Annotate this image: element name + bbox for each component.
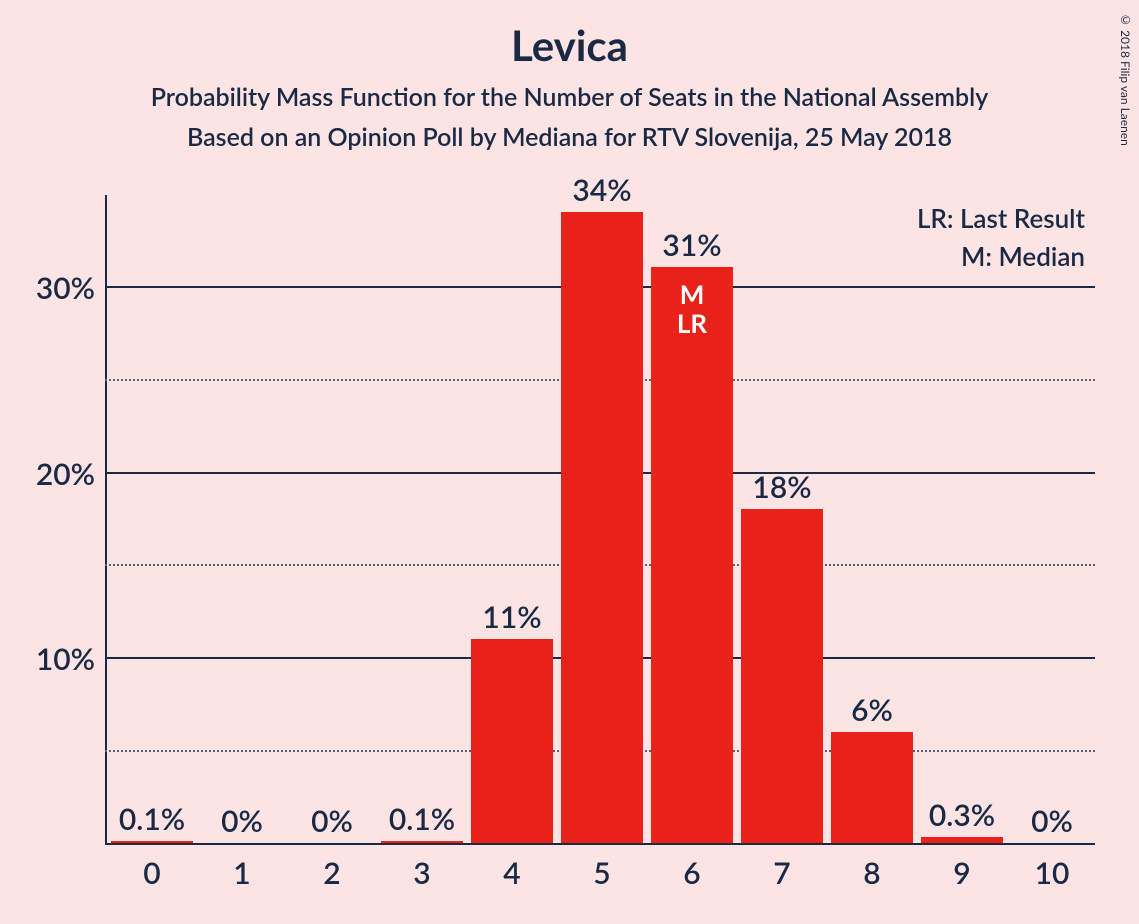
y-tick-label: 30%: [5, 270, 95, 306]
x-tick-label: 10: [1011, 855, 1093, 891]
x-tick-label: 4: [471, 855, 553, 891]
bar-value-label: 18%: [737, 469, 827, 505]
bar-value-label: 11%: [467, 599, 557, 635]
bar-value-label: 6%: [827, 692, 917, 728]
copyright-text: © 2018 Filip van Laenen: [1118, 12, 1133, 146]
bar: [921, 837, 1003, 843]
marker-median: M: [651, 280, 733, 310]
bar: [831, 732, 913, 843]
bar-value-label: 0%: [287, 803, 377, 839]
bar: [471, 639, 553, 843]
x-tick-label: 8: [831, 855, 913, 891]
bar: [111, 841, 193, 843]
bar: [651, 267, 733, 843]
legend: LR: Last Result M: Median: [917, 200, 1085, 275]
chart-container: Levica Probability Mass Function for the…: [0, 0, 1139, 924]
y-tick-label: 20%: [5, 456, 95, 492]
bar-value-label: 0.3%: [917, 797, 1007, 833]
x-tick-label: 9: [921, 855, 1003, 891]
chart-subtitle-1: Probability Mass Function for the Number…: [0, 70, 1139, 112]
x-tick-label: 2: [291, 855, 373, 891]
bar-value-label: 0.1%: [107, 801, 197, 837]
chart-title: Levica: [0, 0, 1139, 70]
bar-value-label: 34%: [557, 172, 647, 208]
legend-m: M: Median: [917, 238, 1085, 276]
x-tick-label: 6: [651, 855, 733, 891]
bar: [741, 509, 823, 843]
bar-value-label: 0.1%: [377, 801, 467, 837]
x-tick-label: 5: [561, 855, 643, 891]
legend-lr: LR: Last Result: [917, 200, 1085, 238]
marker-last-result: LR: [651, 309, 733, 339]
plot-area: LR: Last Result M: Median 10%20%30%0.1%0…: [105, 195, 1095, 845]
bar-value-label: 0%: [197, 803, 287, 839]
x-tick-label: 1: [201, 855, 283, 891]
bar-value-label: 0%: [1007, 803, 1097, 839]
x-axis: [105, 843, 1095, 845]
x-tick-label: 3: [381, 855, 463, 891]
bar: [381, 841, 463, 843]
y-axis: [105, 195, 107, 845]
y-tick-label: 10%: [5, 641, 95, 677]
bar: [561, 212, 643, 843]
x-tick-label: 7: [741, 855, 823, 891]
bar-value-label: 31%: [647, 227, 737, 263]
median-lr-marker: MLR: [651, 280, 733, 340]
chart-subtitle-2: Based on an Opinion Poll by Mediana for …: [0, 112, 1139, 152]
x-tick-label: 0: [111, 855, 193, 891]
